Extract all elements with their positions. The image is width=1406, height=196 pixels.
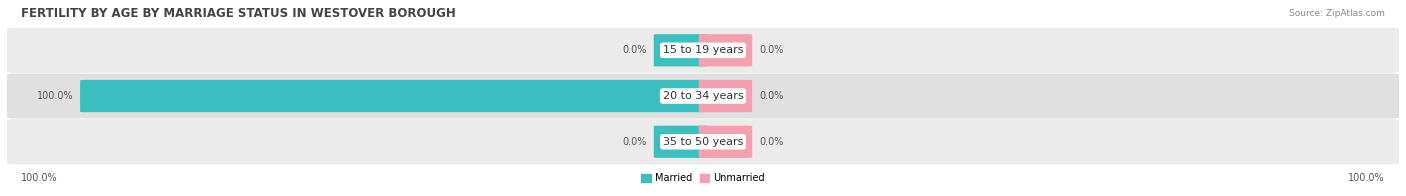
FancyBboxPatch shape (7, 74, 1399, 119)
FancyBboxPatch shape (654, 34, 707, 66)
Text: 100.0%: 100.0% (37, 91, 73, 101)
FancyBboxPatch shape (654, 126, 707, 158)
Text: 0.0%: 0.0% (759, 45, 783, 55)
Text: 0.0%: 0.0% (759, 137, 783, 147)
Text: 100.0%: 100.0% (21, 173, 58, 183)
Text: 20 to 34 years: 20 to 34 years (662, 91, 744, 101)
Text: 35 to 50 years: 35 to 50 years (662, 137, 744, 147)
FancyBboxPatch shape (7, 119, 1399, 164)
Text: 15 to 19 years: 15 to 19 years (662, 45, 744, 55)
Legend: Married, Unmarried: Married, Unmarried (641, 173, 765, 183)
FancyBboxPatch shape (7, 28, 1399, 73)
Text: 100.0%: 100.0% (1348, 173, 1385, 183)
FancyBboxPatch shape (699, 80, 752, 112)
FancyBboxPatch shape (80, 80, 707, 112)
FancyBboxPatch shape (699, 126, 752, 158)
Text: Source: ZipAtlas.com: Source: ZipAtlas.com (1289, 9, 1385, 18)
Text: 0.0%: 0.0% (623, 137, 647, 147)
Text: 0.0%: 0.0% (759, 91, 783, 101)
Text: FERTILITY BY AGE BY MARRIAGE STATUS IN WESTOVER BOROUGH: FERTILITY BY AGE BY MARRIAGE STATUS IN W… (21, 7, 456, 20)
Text: 0.0%: 0.0% (623, 45, 647, 55)
FancyBboxPatch shape (699, 34, 752, 66)
